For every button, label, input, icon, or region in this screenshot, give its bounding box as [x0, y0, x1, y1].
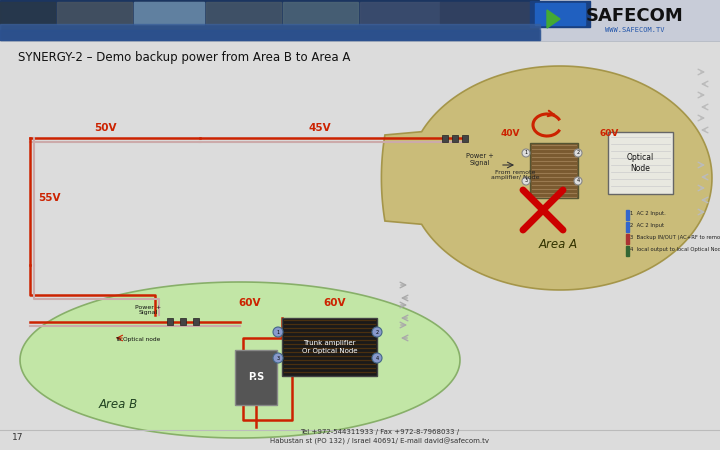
Bar	[626, 210, 629, 220]
Text: 4: 4	[375, 356, 379, 360]
Bar	[134, 2, 204, 24]
Bar	[0, 30, 540, 40]
Text: 4: 4	[577, 179, 580, 184]
Bar	[626, 234, 629, 244]
Text: 50V: 50V	[94, 123, 116, 133]
Bar	[283, 2, 358, 24]
Bar	[0, 2, 55, 24]
Circle shape	[273, 327, 283, 337]
Text: 17: 17	[12, 433, 24, 442]
Bar	[530, 143, 578, 198]
Bar	[0, 0, 720, 40]
Text: SYNERGY-2 – Demo backup power from Area B to Area A: SYNERGY-2 – Demo backup power from Area …	[18, 51, 351, 64]
Bar	[180, 318, 186, 325]
Text: Power +
Signal: Power + Signal	[135, 305, 161, 315]
Text: 60V: 60V	[239, 298, 261, 308]
Bar	[167, 318, 173, 325]
Bar	[134, 2, 204, 24]
Bar	[535, 3, 585, 25]
Text: 3: 3	[276, 356, 279, 360]
Circle shape	[574, 177, 582, 185]
Text: P.S: P.S	[248, 373, 264, 382]
Bar	[282, 318, 377, 376]
Text: 60V: 60V	[600, 129, 619, 138]
Text: WWW.SAFECOM.TV: WWW.SAFECOM.TV	[606, 27, 665, 33]
Bar	[452, 135, 458, 142]
Text: 3  Backup IN/OUT (AC+RF to remote Node/ amp): 3 Backup IN/OUT (AC+RF to remote Node/ a…	[630, 234, 720, 239]
Bar	[442, 135, 448, 142]
Circle shape	[522, 177, 530, 185]
Circle shape	[522, 149, 530, 157]
Bar	[193, 318, 199, 325]
Text: 2: 2	[375, 329, 379, 334]
Text: 1: 1	[524, 150, 528, 156]
Polygon shape	[382, 66, 712, 290]
Bar	[626, 222, 629, 232]
Bar	[440, 2, 530, 24]
Text: Area A: Area A	[539, 238, 577, 252]
Bar	[626, 246, 629, 256]
Bar	[608, 132, 673, 194]
Text: 40V: 40V	[500, 129, 520, 138]
Text: Power +
Signal: Power + Signal	[466, 153, 494, 166]
Bar	[0, 24, 540, 40]
Text: To Optical node: To Optical node	[115, 338, 161, 342]
Text: 2  AC 2 Input: 2 AC 2 Input	[630, 222, 664, 228]
Text: 3: 3	[524, 179, 528, 184]
Text: 2: 2	[577, 150, 580, 156]
Polygon shape	[547, 10, 560, 28]
Bar	[235, 350, 277, 405]
Text: Tel +972-544311933 / Fax +972-8-7968033 /
Habustan st (PO 132) / Israel 40691/ E: Tel +972-544311933 / Fax +972-8-7968033 …	[271, 429, 490, 445]
Circle shape	[372, 327, 382, 337]
Text: 1  AC 2 Input.: 1 AC 2 Input.	[630, 211, 666, 216]
Text: 1: 1	[276, 329, 279, 334]
Text: 4  local output to local Optical Node (AC+RF): 4 local output to local Optical Node (AC…	[630, 247, 720, 252]
Bar	[540, 0, 720, 40]
Text: Area B: Area B	[99, 399, 138, 411]
Bar	[360, 2, 440, 24]
Circle shape	[273, 353, 283, 363]
Bar	[530, 1, 590, 27]
Bar	[206, 2, 281, 24]
Text: From remote
amplifier/ Node: From remote amplifier/ Node	[491, 170, 539, 180]
Text: 60V: 60V	[324, 298, 346, 308]
Polygon shape	[20, 282, 460, 438]
Circle shape	[372, 353, 382, 363]
Text: Trunk amplifier
Or Optical Node: Trunk amplifier Or Optical Node	[302, 340, 357, 354]
Text: Optical
Node: Optical Node	[627, 153, 654, 173]
Bar	[462, 135, 468, 142]
Text: SAFECOM: SAFECOM	[586, 7, 684, 25]
Text: 45V: 45V	[309, 123, 331, 133]
Text: 55V: 55V	[38, 193, 60, 203]
Bar	[57, 2, 132, 24]
Circle shape	[574, 149, 582, 157]
